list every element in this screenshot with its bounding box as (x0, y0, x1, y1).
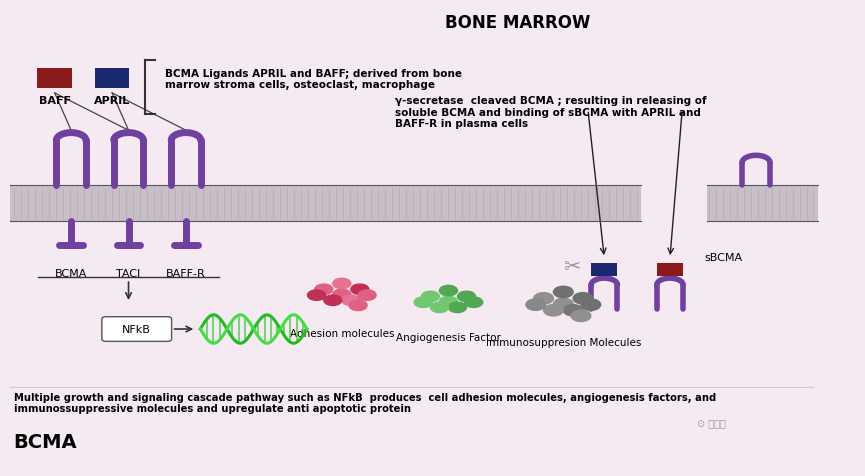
Text: γ-secretase  cleaved BCMA ; resulting in releasing of
soluble BCMA and binding o: γ-secretase cleaved BCMA ; resulting in … (395, 96, 707, 129)
Text: Multiple growth and signaling cascade pathway such as NFkB  produces  cell adhes: Multiple growth and signaling cascade pa… (14, 392, 716, 413)
Circle shape (342, 296, 360, 306)
Circle shape (581, 299, 600, 311)
Text: NFkB: NFkB (122, 324, 151, 334)
Text: Immunosuppresion Molecules: Immunosuppresion Molecules (485, 337, 641, 347)
Circle shape (526, 299, 546, 311)
Circle shape (421, 292, 439, 302)
Bar (657, 263, 683, 276)
Circle shape (358, 290, 376, 301)
Circle shape (543, 305, 563, 316)
Circle shape (563, 305, 583, 316)
Circle shape (324, 296, 342, 306)
Text: BCMA Ligands APRIL and BAFF; derived from bone
marrow stroma cells, osteoclast, : BCMA Ligands APRIL and BAFF; derived fro… (165, 69, 463, 90)
Circle shape (439, 286, 458, 296)
Circle shape (571, 310, 591, 322)
Circle shape (465, 298, 483, 308)
Circle shape (308, 290, 325, 301)
Text: BCMA: BCMA (14, 432, 77, 451)
Circle shape (333, 278, 351, 289)
Circle shape (534, 293, 554, 304)
Text: ✂: ✂ (563, 257, 580, 277)
Bar (95, 69, 130, 89)
Circle shape (573, 293, 593, 304)
Circle shape (333, 289, 351, 300)
Circle shape (554, 298, 573, 310)
Circle shape (439, 297, 458, 307)
Bar (37, 69, 72, 89)
Text: BONE MARROW: BONE MARROW (445, 14, 591, 32)
Bar (591, 263, 618, 276)
FancyBboxPatch shape (102, 317, 171, 342)
Text: BCMA: BCMA (54, 269, 87, 279)
Text: Adhesion molecules: Adhesion molecules (290, 328, 394, 338)
Circle shape (414, 298, 432, 308)
Circle shape (554, 287, 573, 298)
Text: APRIL: APRIL (94, 96, 131, 106)
Text: BAFF: BAFF (39, 96, 71, 106)
Circle shape (315, 285, 333, 295)
Circle shape (431, 303, 448, 313)
Circle shape (351, 285, 368, 295)
Text: BAFF-R: BAFF-R (166, 269, 206, 279)
Bar (707, 186, 817, 221)
Text: ⊙ 药启程: ⊙ 药启程 (696, 417, 726, 427)
Text: sBCMA: sBCMA (704, 252, 742, 262)
Text: TACI: TACI (117, 269, 141, 279)
Circle shape (349, 300, 367, 311)
Circle shape (448, 303, 466, 313)
Bar (10, 186, 641, 221)
Circle shape (458, 292, 476, 302)
Text: Angiogenesis Factor: Angiogenesis Factor (396, 333, 501, 343)
